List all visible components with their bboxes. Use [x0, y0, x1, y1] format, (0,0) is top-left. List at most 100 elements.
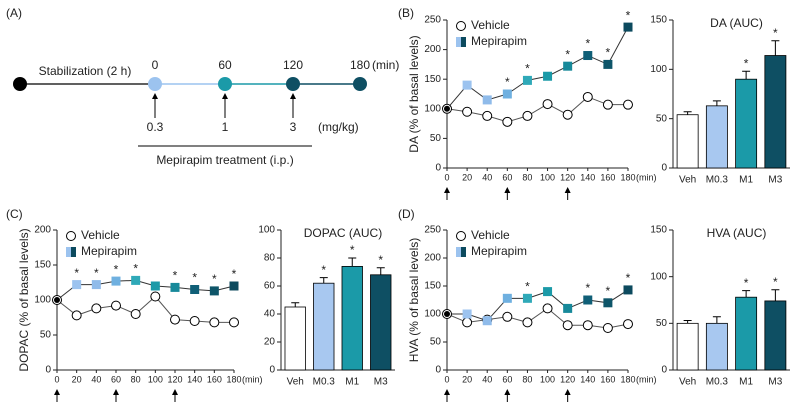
x-tick-label: M1 [739, 377, 753, 388]
point [209, 286, 219, 296]
significance: * [773, 26, 778, 40]
y-tick-label: 100 [650, 271, 667, 282]
panel-label: (C) [6, 207, 23, 221]
point [482, 316, 492, 326]
significance: * [321, 263, 326, 277]
chart-title: DA (AUC) [710, 16, 763, 30]
x-tick-label: M0.3 [706, 377, 729, 388]
error-bar [742, 70, 751, 80]
point [542, 303, 553, 314]
y-tick-label: 150 [424, 281, 441, 292]
point [502, 89, 512, 99]
significance: * [565, 47, 570, 61]
point [502, 293, 512, 303]
x-tick-label: 60 [502, 172, 512, 182]
y-tick-label: 150 [34, 260, 51, 271]
point [229, 317, 239, 328]
y-tick-label: 200 [424, 44, 441, 55]
time-label: 180 [350, 58, 370, 72]
x-tick-label: 80 [522, 172, 532, 182]
y-tick-label: 100 [258, 225, 275, 236]
significance: * [525, 279, 530, 293]
x-tick-label: 0 [444, 374, 449, 384]
y-tick-label: 40 [264, 309, 276, 320]
dose-unit: (mg/kg) [318, 120, 359, 134]
y-tick-label: 0 [45, 365, 51, 376]
bar [764, 55, 787, 169]
dose-label: 0.3 [147, 120, 164, 134]
y-tick-label: 100 [34, 295, 51, 306]
x-tick-label: 80 [522, 374, 532, 384]
bar [676, 114, 699, 169]
bar [705, 105, 728, 169]
x-tick-label: 120 [560, 172, 575, 182]
x-tick-label: Veh [679, 377, 696, 388]
significance: * [173, 269, 178, 283]
point [229, 281, 239, 291]
x-tick-label: Veh [287, 377, 304, 388]
significance: * [585, 281, 590, 295]
error-bar [712, 316, 721, 324]
series-line [446, 96, 628, 123]
point [111, 276, 121, 286]
x-axis-unit: (min) [242, 374, 263, 384]
point [623, 22, 633, 32]
point [502, 311, 513, 322]
series-line [447, 289, 629, 322]
y-axis-label: DA (% of basal levels) [407, 35, 421, 152]
point [209, 317, 220, 328]
y-tick-label: 60 [264, 281, 276, 292]
y-tick-label: 50 [430, 133, 442, 144]
series-line [446, 307, 629, 329]
y-tick-label: 100 [424, 309, 441, 320]
timeline-dot [286, 77, 300, 91]
point [170, 282, 180, 292]
significance: * [74, 266, 79, 280]
point [482, 110, 493, 121]
significance: * [350, 243, 355, 257]
legend-label: Mepirapim [81, 244, 137, 258]
dose-label: 3 [290, 120, 297, 134]
point [602, 323, 613, 333]
y-tick-label: 150 [650, 225, 667, 236]
x-tick-label: 140 [580, 374, 595, 384]
y-tick-label: 200 [34, 225, 51, 236]
significance: * [114, 262, 119, 276]
point [170, 314, 180, 325]
point [150, 291, 161, 302]
x-tick-label: 140 [580, 172, 595, 182]
chart-title: DOPAC (AUC) [304, 226, 382, 240]
y-tick-label: 0 [661, 365, 667, 376]
x-tick-label: M1 [739, 175, 753, 186]
x-tick-label: Veh [679, 175, 696, 186]
significance: * [626, 271, 631, 285]
panel-label: (D) [398, 207, 415, 221]
significance: * [94, 266, 99, 280]
point [562, 109, 573, 120]
legend-swatch [66, 247, 71, 257]
legend-label: Mepirapim [471, 34, 527, 48]
y-axis-label: HVA (% of basal levels) [407, 238, 421, 363]
point [72, 280, 82, 290]
y-tick-label: 80 [264, 253, 276, 264]
error-bar [348, 257, 357, 267]
panel-label: (A) [6, 6, 22, 20]
stabilization-label: Stabilization (2 h) [39, 64, 132, 78]
point [623, 319, 633, 330]
panel-label: (B) [398, 6, 414, 20]
treatment-label: Mepirapim treatment (i.p.) [156, 153, 293, 167]
legend-swatch [461, 37, 466, 47]
y-tick-label: 0 [435, 365, 441, 376]
error-bar [742, 290, 751, 298]
timeline-dot [148, 77, 162, 91]
y-tick-label: 200 [424, 253, 441, 264]
point [522, 293, 532, 303]
x-axis-unit: (min) [636, 172, 657, 182]
significance: * [606, 284, 611, 298]
bar [735, 78, 758, 169]
point [444, 311, 450, 317]
y-tick-label: 250 [424, 225, 441, 236]
point [522, 75, 532, 85]
bar [370, 274, 392, 371]
x-tick-label: 180 [226, 374, 241, 384]
